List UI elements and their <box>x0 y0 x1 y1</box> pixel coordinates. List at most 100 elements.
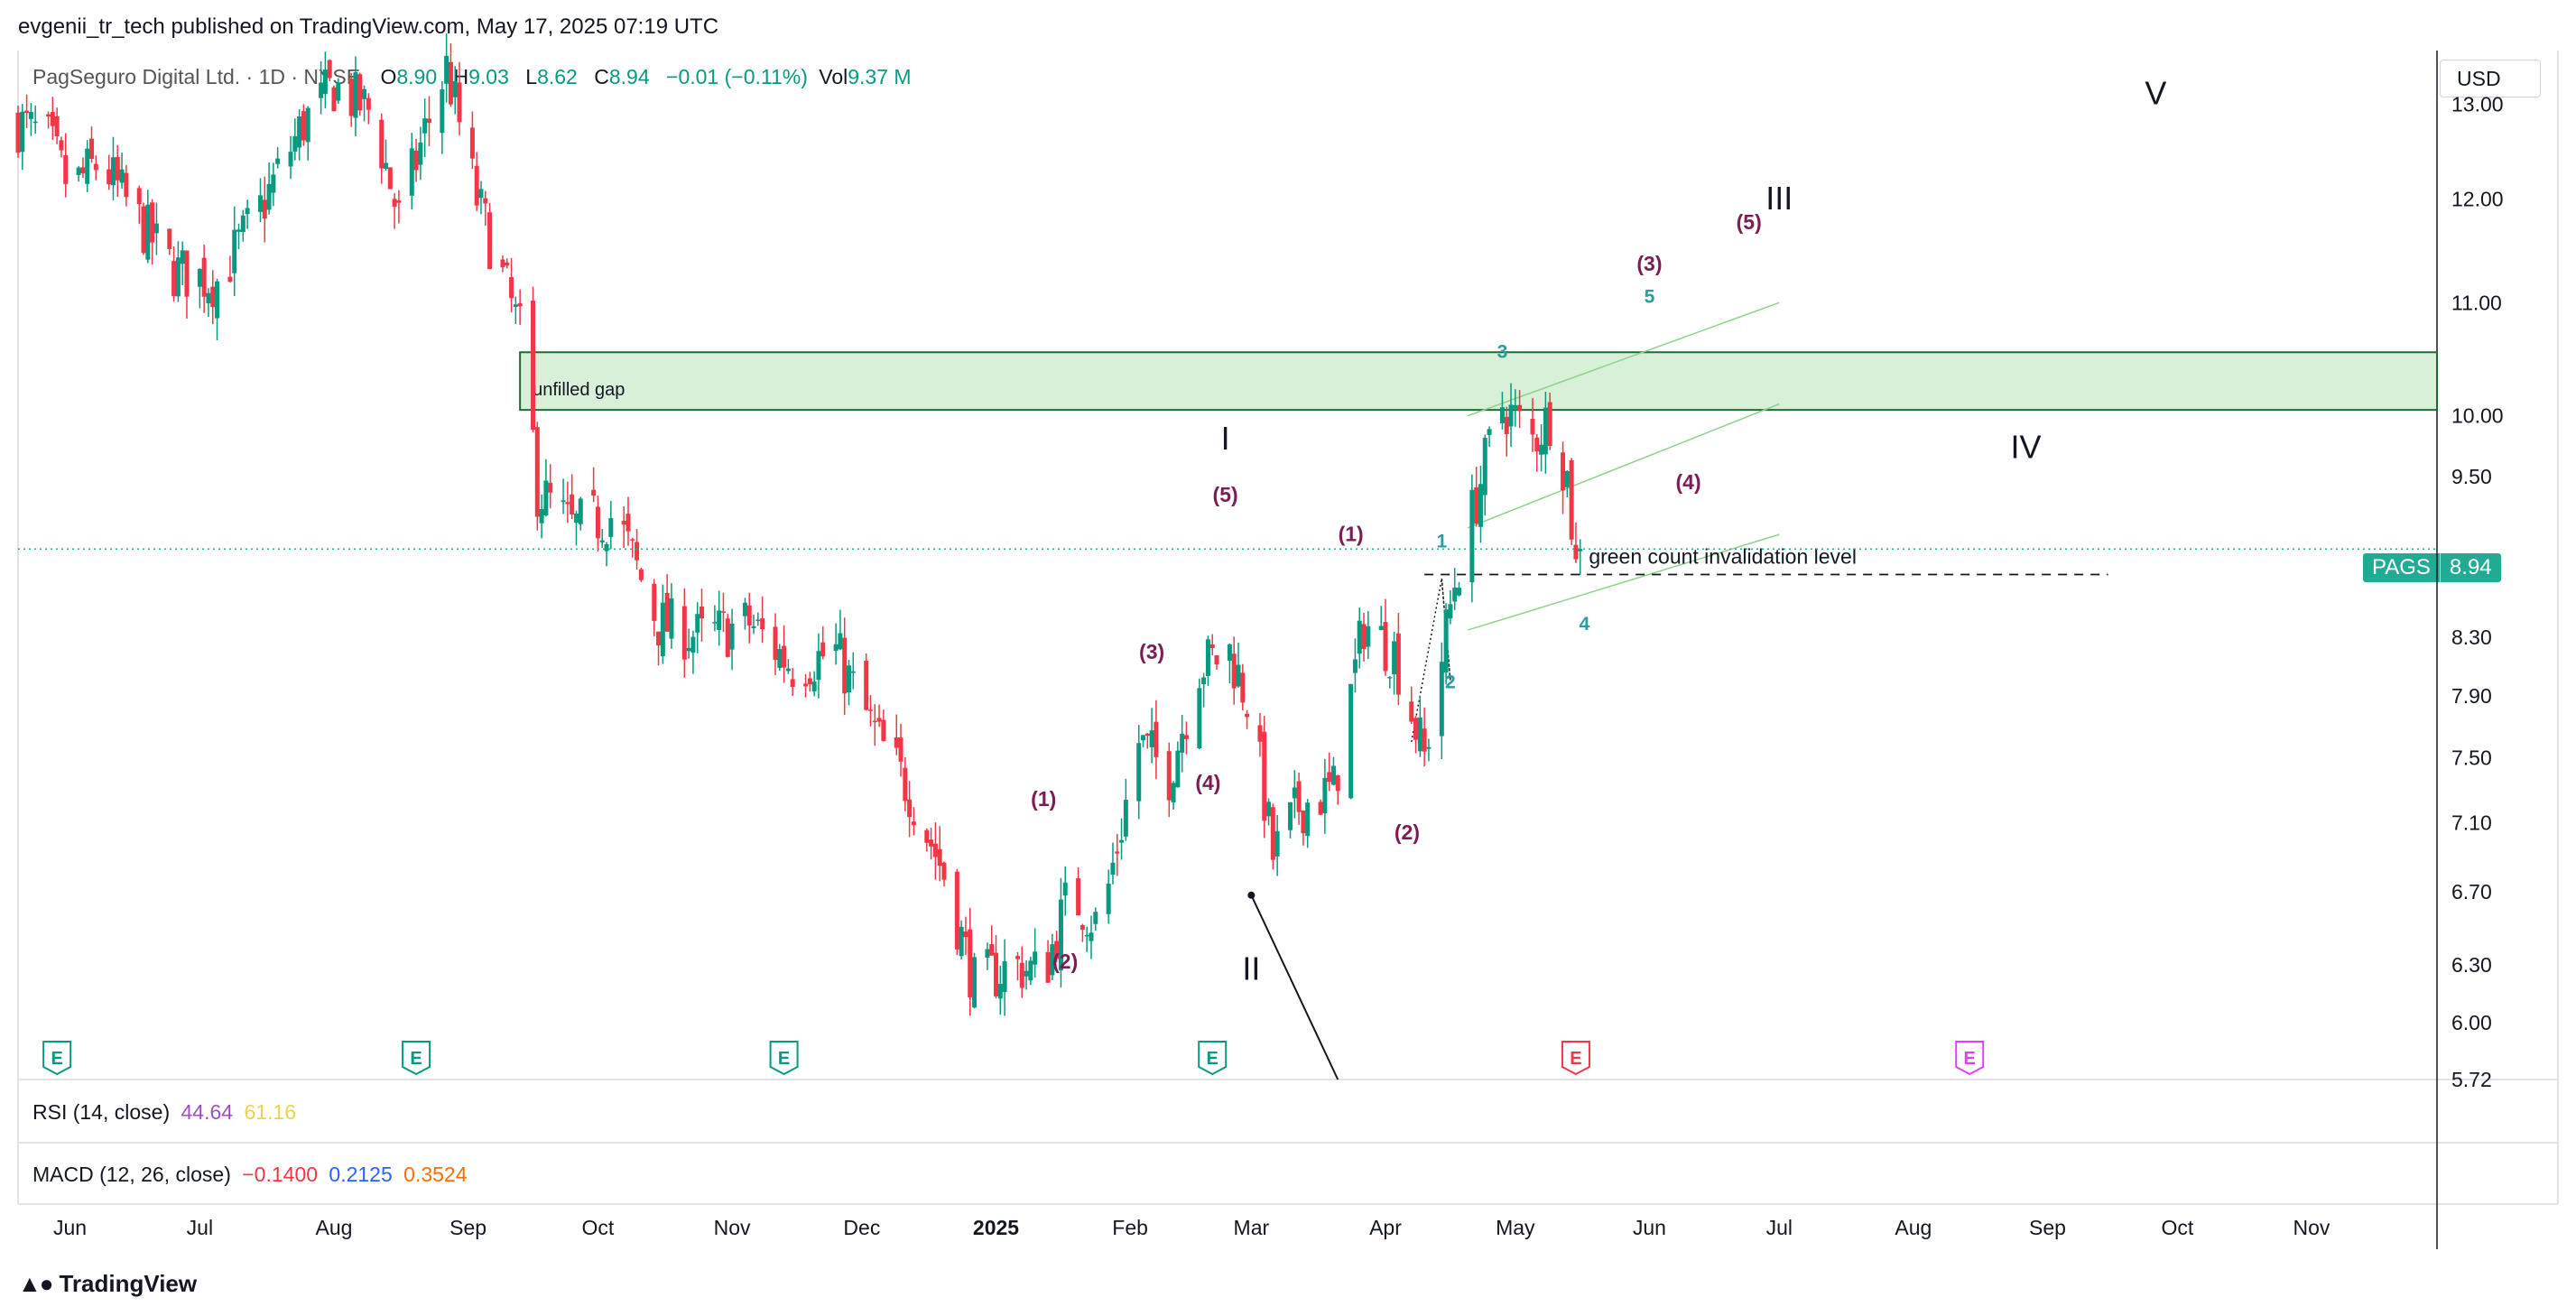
candle-body[interactable] <box>76 167 81 175</box>
candle-body[interactable] <box>409 148 414 196</box>
candle-body[interactable] <box>124 172 129 198</box>
candle-body[interactable] <box>206 292 211 304</box>
candle-body[interactable] <box>119 169 125 183</box>
candle-body[interactable] <box>777 649 783 669</box>
candle-body[interactable] <box>1054 941 1060 959</box>
candle-body[interactable] <box>664 592 670 632</box>
candle-body[interactable] <box>136 188 142 205</box>
candle-body[interactable] <box>452 80 458 97</box>
candle-body[interactable] <box>621 520 626 525</box>
candle-body[interactable] <box>59 140 64 151</box>
unfilled-gap-zone[interactable] <box>519 351 2438 412</box>
candle-body[interactable] <box>1089 932 1094 941</box>
candle-body[interactable] <box>1439 662 1444 737</box>
candle-body[interactable] <box>1080 924 1085 931</box>
candle-body[interactable] <box>539 508 544 524</box>
earnings-marker-icon[interactable]: E <box>1955 1041 1985 1076</box>
candle-body[interactable] <box>803 683 809 687</box>
candle-body[interactable] <box>561 500 566 503</box>
candle-body[interactable] <box>604 543 609 551</box>
candle-body[interactable] <box>387 167 393 190</box>
candle-body[interactable] <box>847 665 852 693</box>
tradingview-logo[interactable]: ▲● TradingView <box>18 1270 197 1298</box>
candle-body[interactable] <box>171 261 177 297</box>
candle-body[interactable] <box>1578 549 1583 551</box>
candle-body[interactable] <box>1301 811 1306 834</box>
candle-body[interactable] <box>1262 731 1267 821</box>
candle-body[interactable] <box>595 506 600 539</box>
candle-body[interactable] <box>487 212 493 269</box>
candle-body[interactable] <box>994 952 999 996</box>
candle-body[interactable] <box>1183 735 1189 739</box>
candle-body[interactable] <box>1305 802 1311 837</box>
candle-body[interactable] <box>1288 802 1293 830</box>
candle-body[interactable] <box>20 111 25 153</box>
candle-body[interactable] <box>413 150 419 171</box>
earnings-marker-icon[interactable]: E <box>1198 1041 1228 1076</box>
candle-body[interactable] <box>1569 459 1574 540</box>
candle-body[interactable] <box>1564 470 1570 487</box>
candle-body[interactable] <box>1474 487 1479 524</box>
candle-body[interactable] <box>348 79 354 116</box>
elliott-channel-line[interactable] <box>1467 403 1780 529</box>
candle-body[interactable] <box>725 618 730 657</box>
candle-body[interactable] <box>989 944 995 956</box>
candle-body[interactable] <box>954 871 959 950</box>
candle-body[interactable] <box>115 156 120 181</box>
candle-body[interactable] <box>1335 775 1340 792</box>
candle-body[interactable] <box>353 71 358 118</box>
candle-body[interactable] <box>1058 899 1063 971</box>
candle-body[interactable] <box>1504 416 1509 434</box>
candle-body[interactable] <box>1201 677 1207 684</box>
candle-body[interactable] <box>32 121 38 124</box>
candle-body[interactable] <box>729 623 735 650</box>
candle-body[interactable] <box>746 605 752 626</box>
candle-body[interactable] <box>907 799 913 818</box>
elliott-wave-label[interactable]: (5) <box>1213 483 1238 506</box>
candle-body[interactable] <box>201 257 207 297</box>
candle-body[interactable] <box>1274 830 1280 857</box>
candle-body[interactable] <box>573 514 579 524</box>
candle-body[interactable] <box>322 70 328 95</box>
elliott-wave-label[interactable]: IV <box>2011 429 2042 466</box>
candle-body[interactable] <box>1266 802 1272 817</box>
candle-body[interactable] <box>1180 733 1185 753</box>
candle-body[interactable] <box>959 926 964 957</box>
trend-line-anchor[interactable] <box>1247 891 1256 899</box>
candle-body[interactable] <box>1149 730 1154 747</box>
candle-body[interactable] <box>1561 452 1566 491</box>
candle-body[interactable] <box>755 619 761 621</box>
candle-body[interactable] <box>1270 807 1275 860</box>
candle-body[interactable] <box>1383 622 1388 672</box>
candle-body[interactable] <box>107 169 112 185</box>
candle-body[interactable] <box>1019 962 1024 988</box>
candle-body[interactable] <box>1543 407 1548 455</box>
elliott-wave-label[interactable]: (1) <box>1339 522 1364 545</box>
rsi-legend[interactable]: RSI (14, close) 44.64 61.16 <box>32 1100 301 1125</box>
elliott-wave-label[interactable]: (2) <box>1052 950 1078 973</box>
candle-body[interactable] <box>929 839 934 847</box>
candle-body[interactable] <box>426 118 431 124</box>
candle-body[interactable] <box>262 199 267 219</box>
candle-body[interactable] <box>392 199 397 208</box>
candle-body[interactable] <box>872 720 877 723</box>
candle-body[interactable] <box>24 110 30 114</box>
candle-body[interactable] <box>625 514 631 532</box>
candle-body[interactable] <box>80 167 86 174</box>
candle-body[interactable] <box>565 502 570 505</box>
candle-body[interactable] <box>180 250 185 264</box>
wave-ii-trend-line[interactable] <box>1250 894 1339 1080</box>
candle-body[interactable] <box>1119 839 1125 843</box>
candle-body[interactable] <box>1530 418 1535 435</box>
elliott-wave-label[interactable]: III <box>1765 180 1793 217</box>
candle-body[interactable] <box>167 228 172 249</box>
candle-body[interactable] <box>1166 751 1172 801</box>
candle-body[interactable] <box>93 163 98 171</box>
candle-body[interactable] <box>1197 688 1202 748</box>
candle-body[interactable] <box>876 718 882 722</box>
candle-body[interactable] <box>881 719 886 741</box>
candle-body[interactable] <box>1062 882 1068 896</box>
candle-body[interactable] <box>820 642 826 657</box>
candle-body[interactable] <box>1352 659 1357 673</box>
candle-body[interactable] <box>63 154 69 184</box>
